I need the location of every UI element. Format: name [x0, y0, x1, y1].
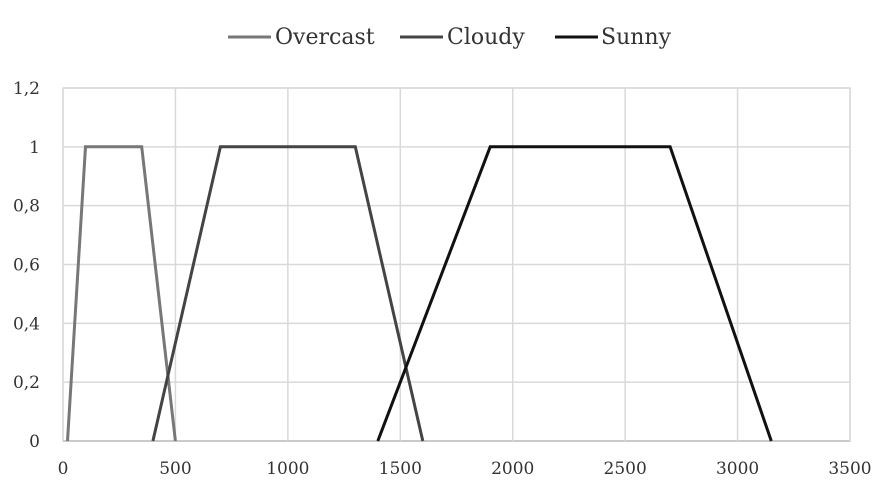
y-tick-label: 0,6	[13, 256, 40, 276]
series-line-cloudy	[151, 145, 425, 442]
legend-item-sunny: Sunny	[555, 25, 672, 50]
series-line-overcast	[66, 145, 177, 442]
x-tick-label: 2000	[491, 459, 534, 479]
y-tick-label: 0	[29, 432, 40, 452]
x-axis: 0 500 1000 1500 2000 2500 3000 3500	[58, 459, 872, 479]
x-tick-label: 2500	[604, 459, 647, 479]
legend: Overcast Cloudy Sunny	[228, 25, 672, 50]
legend-item-overcast: Overcast	[228, 25, 375, 50]
legend-label: Cloudy	[447, 25, 525, 50]
plot-area	[66, 145, 773, 442]
y-tick-label: 0,4	[13, 314, 40, 334]
x-tick-label: 0	[58, 459, 69, 479]
x-tick-label: 1000	[266, 459, 309, 479]
y-tick-label: 0,8	[13, 197, 40, 217]
legend-label: Overcast	[275, 25, 375, 50]
x-tick-label: 1500	[379, 459, 422, 479]
y-axis: 0 0,2 0,4 0,6 0,8 1 1,2	[13, 79, 40, 452]
x-tick-label: 3000	[716, 459, 759, 479]
y-tick-label: 1,2	[13, 79, 40, 99]
x-tick-label: 3500	[828, 459, 871, 479]
grid	[62, 87, 851, 442]
legend-item-cloudy: Cloudy	[400, 25, 525, 50]
y-tick-label: 0,2	[13, 373, 40, 393]
x-tick-label: 500	[159, 459, 191, 479]
y-tick-label: 1	[29, 138, 40, 158]
legend-label: Sunny	[601, 25, 672, 50]
series-line-sunny	[376, 145, 773, 442]
